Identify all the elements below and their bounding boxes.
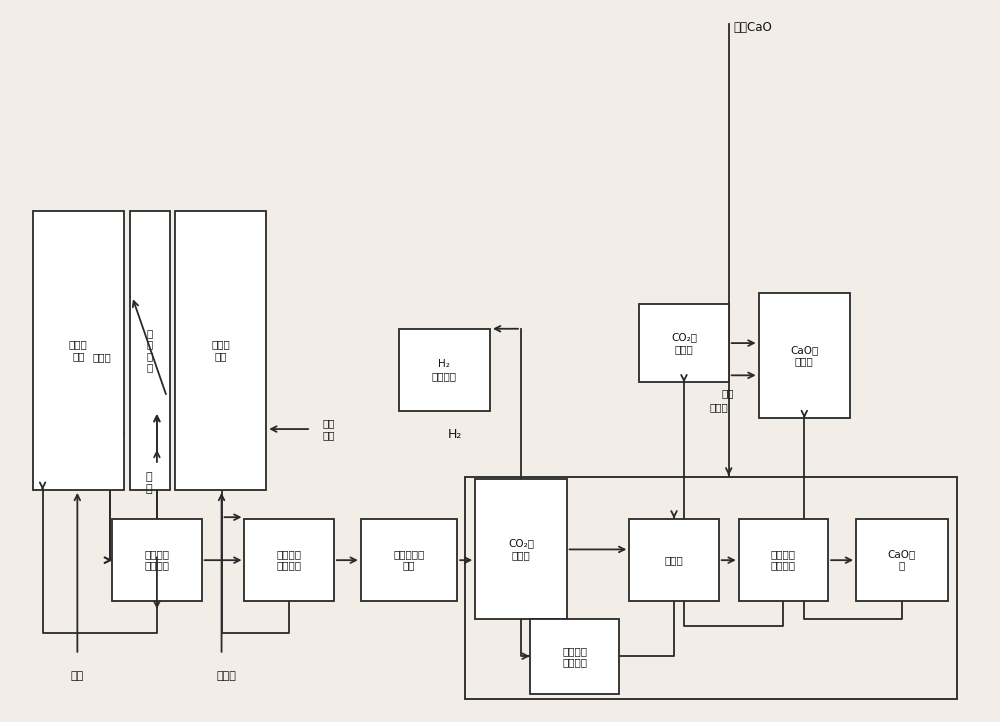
Text: 氮
气: 氮 气 (146, 472, 152, 494)
Text: 补充CaO: 补充CaO (734, 22, 772, 35)
Text: 固体
燃料: 固体 燃料 (323, 418, 335, 440)
Text: 醋酸: 醋酸 (721, 388, 734, 399)
Bar (112, 518, 202, 601)
Bar (475, 479, 567, 619)
Text: 合成气变换
装置: 合成气变换 装置 (393, 549, 425, 570)
Bar (244, 518, 334, 601)
Text: 水蒸气: 水蒸气 (217, 671, 236, 682)
Bar (856, 518, 948, 601)
Bar (33, 211, 124, 490)
Text: CaO调
质单元: CaO调 质单元 (790, 345, 818, 367)
Bar (530, 619, 619, 694)
Bar (639, 304, 729, 383)
Text: 氧载体: 氧载体 (93, 352, 112, 362)
Text: CO₂处
理单元: CO₂处 理单元 (671, 332, 697, 354)
Text: 锻烧炉: 锻烧炉 (665, 554, 683, 565)
Text: 空气反
应器: 空气反 应器 (69, 339, 88, 361)
Bar (399, 329, 490, 411)
Bar (739, 518, 828, 601)
Text: 第一气固
分离装置: 第一气固 分离装置 (144, 549, 169, 570)
Text: 返
料
装
置: 返 料 装 置 (147, 328, 153, 373)
Bar (361, 518, 457, 601)
Text: 第三气固
分离装置: 第三气固 分离装置 (562, 645, 587, 667)
Text: H₂
处理单元: H₂ 处理单元 (432, 359, 457, 380)
Bar (759, 293, 850, 418)
Text: CaO储
罐: CaO储 罐 (888, 549, 916, 570)
Text: CO₂吸
附单元: CO₂吸 附单元 (508, 539, 534, 560)
Text: 水蒸汽: 水蒸汽 (710, 403, 729, 412)
Text: 空气: 空气 (71, 671, 84, 682)
Bar (175, 211, 266, 490)
Text: 燃料反
应器: 燃料反 应器 (211, 339, 230, 361)
Text: H₂: H₂ (448, 427, 462, 440)
Bar (465, 477, 957, 699)
Text: 第二气固
分离装置: 第二气固 分离装置 (277, 549, 302, 570)
Text: 第四气固
分离装置: 第四气固 分离装置 (771, 549, 796, 570)
Bar (130, 211, 170, 490)
Bar (629, 518, 719, 601)
